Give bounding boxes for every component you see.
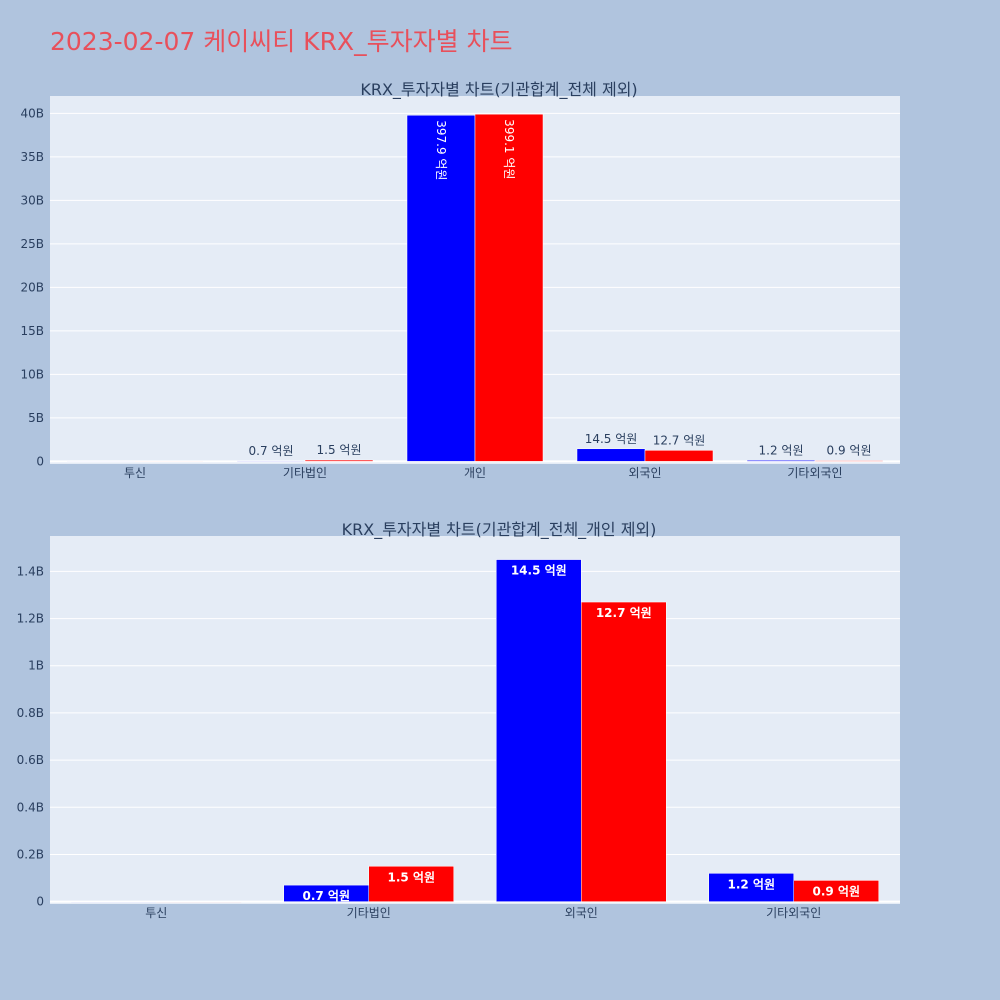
bar bbox=[746, 460, 816, 462]
y-tick-label: 15B bbox=[20, 324, 44, 338]
y-tick-label: 0.4B bbox=[17, 800, 44, 814]
chart-panel-2: 0 0.2B 0.4B 0.6B 0.8B 1B 1.2B 1.4B KRX_투자자별 차트(기… bbox=[17, 520, 900, 920]
x-tick-label: 외국인 bbox=[628, 466, 661, 480]
bar bbox=[814, 460, 884, 462]
y-tick-label: 20B bbox=[20, 280, 44, 294]
x-tick-label: 기타외국인 bbox=[766, 906, 821, 920]
plot-area bbox=[50, 536, 900, 904]
bar bbox=[474, 113, 544, 462]
data-label: 399.1 억원 bbox=[502, 119, 516, 179]
y-tick-label: 0.6B bbox=[17, 753, 44, 767]
data-label: 1.5 억원 bbox=[317, 443, 362, 457]
x-tick-label: 개인 bbox=[464, 466, 486, 480]
y-tick-label: 1.4B bbox=[17, 564, 44, 578]
y-tick-label: 30B bbox=[20, 193, 44, 207]
y-tick-label: 10B bbox=[20, 367, 44, 381]
data-label: 1.2 억원 bbox=[727, 877, 775, 891]
data-label: 14.5 억원 bbox=[511, 564, 567, 578]
bar bbox=[496, 559, 582, 902]
y-tick-label: 0.8B bbox=[17, 706, 44, 720]
data-label: 397.9 억원 bbox=[434, 120, 448, 180]
bar bbox=[66, 461, 136, 463]
data-label: 0.9 억원 bbox=[827, 444, 872, 458]
y-tick-label: 0 bbox=[36, 895, 44, 909]
data-label: 14.5 억원 bbox=[585, 432, 638, 446]
data-label: 1.2 억원 bbox=[759, 443, 804, 457]
bar bbox=[368, 866, 454, 902]
bar bbox=[236, 460, 306, 462]
x-tick-label: 외국인 bbox=[565, 906, 598, 920]
data-label: 12.7 억원 bbox=[653, 433, 706, 447]
bar bbox=[406, 114, 476, 462]
data-label: 0.9 억원 bbox=[812, 884, 860, 898]
bar bbox=[644, 450, 714, 462]
x-tick-label: 투신 bbox=[124, 466, 146, 480]
chart-title: KRX_투자자별 차트(기관합계_전체 제외) bbox=[360, 80, 637, 100]
y-tick-label: 1B bbox=[28, 659, 44, 673]
bar bbox=[581, 601, 667, 902]
data-label: 1.5 억원 bbox=[387, 870, 435, 884]
bar bbox=[576, 448, 646, 462]
x-tick-label: 기타외국인 bbox=[787, 466, 842, 480]
data-label: 12.7 억원 bbox=[596, 606, 652, 620]
bar bbox=[793, 880, 879, 902]
y-tick-label: 1.2B bbox=[17, 612, 44, 626]
y-tick-label: 25B bbox=[20, 237, 44, 251]
x-tick-label: 기타법인 bbox=[283, 466, 327, 480]
chart-title: KRX_투자자별 차트(기관합계_전체_개인 제외) bbox=[342, 520, 657, 540]
y-tick-label: 35B bbox=[20, 150, 44, 164]
y-tick-label: 40B bbox=[20, 106, 44, 120]
bar bbox=[156, 901, 242, 903]
y-tick-label: 0.2B bbox=[17, 847, 44, 861]
bar bbox=[708, 873, 794, 902]
bar bbox=[71, 901, 157, 903]
y-tick-label: 5B bbox=[28, 411, 44, 425]
page-title: 2023-02-07 케이씨티 KRX_투자자별 차트 bbox=[50, 27, 513, 56]
x-tick-label: 투신 bbox=[145, 906, 167, 920]
y-tick-label: 0 bbox=[36, 454, 44, 468]
bar bbox=[304, 459, 374, 462]
bar bbox=[134, 461, 204, 463]
data-label: 0.7 억원 bbox=[249, 444, 294, 458]
x-tick-label: 기타법인 bbox=[347, 906, 391, 920]
data-label: 0.7 억원 bbox=[302, 889, 350, 903]
chart-panel-1: 0 5B 10B 15B 20B 25B 30B 35B 40B KRX_투자자별 차트(기관합계… bbox=[20, 80, 900, 480]
